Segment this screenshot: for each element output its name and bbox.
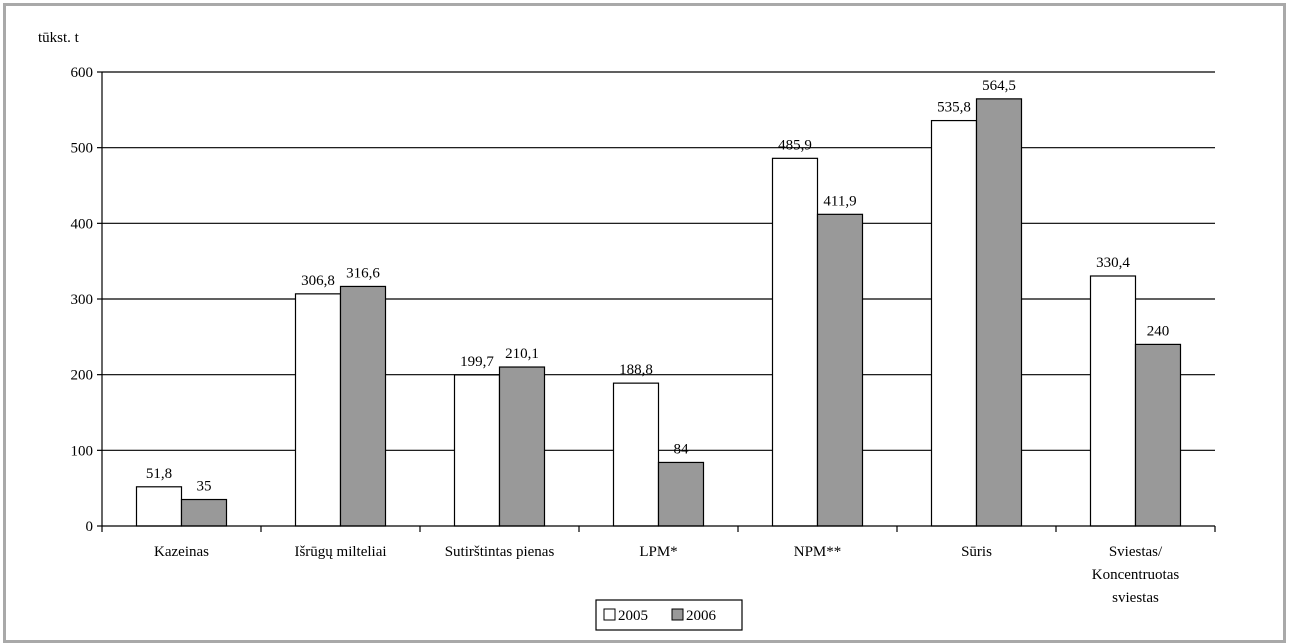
legend-label: 2006 [686,608,717,624]
data-label: 210,1 [505,346,539,362]
y-tick-label: 600 [71,65,94,81]
x-category-label: NPM** [794,544,842,560]
bar-2006 [498,366,546,527]
y-tick-label: 300 [71,292,94,308]
x-category-label: Koncentruotas [1092,567,1180,583]
legend-swatch-2006 [671,608,684,621]
bar-2006 [1134,343,1182,527]
bar-2005 [294,293,342,527]
y-tick-label: 200 [71,368,94,384]
data-label: 84 [674,441,690,457]
data-label: 411,9 [823,193,856,209]
bar-2006 [816,213,864,527]
legend-label: 2005 [618,608,648,624]
x-category-label: sviestas [1112,590,1159,606]
bar-2005 [930,119,978,527]
bar-2005 [135,486,183,527]
bar-2005 [771,157,819,527]
data-label: 199,7 [460,354,494,370]
data-label: 330,4 [1096,255,1130,271]
bar-2005 [612,382,660,527]
x-category-label: Kazeinas [154,544,209,560]
y-tick-label: 0 [86,519,94,535]
bar-2006 [975,98,1023,527]
x-category-label: Sutirštintas pienas [445,544,555,560]
data-label: 35 [197,479,212,495]
x-category-label: LPM* [639,544,677,560]
data-label: 564,5 [982,78,1016,94]
x-category-label: Sviestas/ [1109,544,1163,560]
data-label: 188,8 [619,362,653,378]
x-category-label: Sūris [961,544,992,560]
data-label: 535,8 [937,100,971,116]
bar-2005 [1089,275,1137,527]
data-label: 485,9 [778,137,812,153]
legend-box [595,599,743,631]
x-category-label: Išrūgų milteliai [294,544,386,560]
y-tick-label: 400 [71,216,94,232]
data-label: 240 [1147,323,1170,339]
chart-frame [3,3,1286,643]
data-label: 316,6 [346,265,380,281]
bar-2006 [180,498,228,527]
y-tick-label: 100 [71,443,94,459]
bar-2006 [339,285,387,527]
legend-swatch-2005 [603,608,616,621]
bar-2005 [453,374,501,527]
data-label: 306,8 [301,273,335,289]
bar-2006 [657,461,705,527]
y-tick-label: 500 [71,141,94,157]
y-unit-label: tūkst. t [38,30,80,46]
data-label: 51,8 [146,466,172,482]
